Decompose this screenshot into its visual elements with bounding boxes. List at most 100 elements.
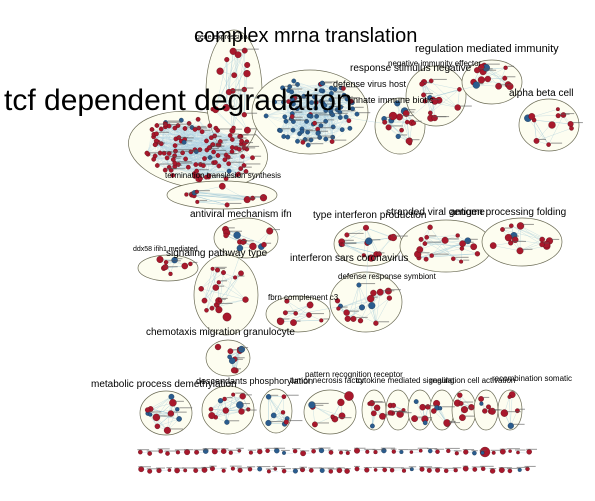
- cluster-gene-node: [309, 100, 314, 105]
- isolated-node-label: [524, 465, 536, 467]
- cluster-interferon-edge: [358, 284, 377, 324]
- cluster-gene-node-label: [295, 119, 308, 121]
- isolated-node-label: [247, 466, 256, 468]
- isolated-node-label: [427, 448, 438, 450]
- cluster-typeifn-node-label: [348, 232, 364, 234]
- cluster-innate-node: [382, 119, 388, 125]
- cluster-tumor-edge: [282, 396, 285, 413]
- cluster-tcf-node: [250, 155, 255, 161]
- cluster-gene-node-label: [299, 106, 306, 108]
- cluster-tcf-node-label: [241, 147, 256, 149]
- cluster-pattern-node: [337, 398, 345, 407]
- isolated-node: [281, 468, 287, 474]
- cluster-termination-node-label: [197, 190, 210, 192]
- cluster-stranded-edge: [421, 239, 462, 249]
- cluster-termination-edge: [197, 199, 248, 203]
- label-antiviral-mechanism-ifn: antiviral mechanism ifn: [190, 209, 292, 220]
- cluster-gene-node-label: [337, 87, 344, 89]
- isolated-node-label: [182, 467, 197, 469]
- cluster-descendants-node: [217, 398, 224, 404]
- isolated-node: [165, 451, 170, 456]
- cluster-cytokine-b-node: [396, 410, 404, 418]
- isolated-node-label: [174, 449, 186, 451]
- cluster-interferon-node: [370, 289, 377, 297]
- cluster-gene-node-label: [318, 114, 334, 116]
- cluster-negative-edge: [421, 83, 440, 101]
- cluster-stranded-node: [459, 240, 466, 248]
- cluster-descendants-edge: [226, 394, 234, 423]
- cluster-gene-edge: [325, 109, 338, 140]
- cluster-antigen-node-label: [512, 240, 526, 242]
- cluster-gene-edge: [288, 90, 303, 130]
- cluster-tcf-node-label: [213, 135, 222, 137]
- cluster-metabolic-node: [175, 407, 180, 412]
- cluster-typeifn-edge: [365, 227, 392, 238]
- cluster-recombination-a-node: [488, 407, 496, 415]
- cluster-interferon-edge: [347, 307, 363, 319]
- cluster-complex-node: [231, 72, 238, 79]
- cluster-tcf-node: [240, 154, 245, 159]
- cluster-innate-node: [399, 127, 404, 133]
- cluster-signaling-node-label: [217, 285, 225, 287]
- cluster-ddx58-node: [188, 261, 193, 267]
- isolated-node-label: [426, 467, 441, 469]
- cluster-gene-edge: [331, 102, 353, 142]
- isolated-node: [526, 449, 532, 455]
- cluster-gene-node: [354, 111, 360, 117]
- cluster-tumor-node: [270, 412, 277, 419]
- isolated-node-label: [363, 467, 372, 469]
- cluster-typeifn-edge: [378, 237, 392, 255]
- cluster-tcf-node-label: [177, 149, 192, 151]
- cluster-metabolic-edge: [150, 408, 171, 414]
- cluster-gene-node-label: [320, 130, 328, 132]
- isolated-node-label: [354, 447, 366, 449]
- isolated-node-label: [498, 467, 512, 469]
- cluster-antiviral-node: [223, 232, 229, 239]
- isolated-node-label: [137, 449, 150, 451]
- isolated-node-label: [526, 448, 537, 450]
- cluster-stranded-edge: [426, 235, 458, 238]
- isolated-node: [435, 449, 440, 454]
- cluster-regulation-edge: [476, 84, 499, 87]
- cluster-complex-node: [241, 47, 248, 54]
- isolated-node-label: [417, 447, 429, 449]
- label-cytokine-mediated-signaling: cytokine mediated signaling: [356, 376, 454, 385]
- cluster-tcf-edge: [200, 147, 245, 165]
- isolated-node: [382, 467, 388, 473]
- cluster-antigen-node-label: [544, 242, 550, 244]
- cluster-tcf-edge: [195, 128, 217, 165]
- cluster-gene-node-label: [327, 137, 335, 139]
- cluster-tcf-edge: [199, 149, 239, 175]
- cluster-metabolic-edge: [150, 413, 171, 415]
- cluster-gene-node: [329, 139, 335, 144]
- cluster-termination-node-label: [188, 192, 199, 194]
- cluster-antiviral-node: [240, 239, 246, 245]
- isolated-node: [419, 466, 425, 472]
- cluster-alpha-node: [569, 125, 574, 131]
- isolated-node-label: [220, 448, 229, 450]
- cluster-tcf-node: [223, 176, 229, 182]
- cluster-typeifn-edge: [365, 227, 380, 255]
- label-tcf-dependent-degradation: tcf dependent degradation: [4, 84, 353, 117]
- isolated-node-label: [164, 450, 177, 452]
- cluster-tcf-node: [173, 148, 178, 154]
- cluster-tcf-node-label: [192, 149, 202, 151]
- cluster-signaling-edge: [201, 272, 224, 289]
- cluster-tcf-node: [192, 127, 198, 132]
- label-stranded-viral-genome: stranded viral genome: [386, 207, 485, 218]
- label-regulation-mediated-immunity: regulation mediated immunity: [415, 43, 559, 55]
- cluster-antiviral-edge: [225, 229, 265, 245]
- cluster-regulation2-b-node: [459, 414, 466, 421]
- cluster-typeifn-edge: [341, 241, 372, 259]
- cluster-typeifn-edge: [342, 244, 372, 259]
- isolated-node: [454, 451, 459, 456]
- isolated-node-label: [443, 467, 456, 469]
- cluster-tcf-node: [158, 126, 164, 132]
- cluster-tcf-node: [199, 129, 205, 135]
- cluster-tcf-node: [172, 125, 178, 131]
- cluster-gene-node-label: [334, 139, 347, 141]
- cluster-tcf-edge: [159, 128, 176, 154]
- cluster-antigen-node: [539, 241, 545, 248]
- cluster-interferon-node-label: [348, 310, 359, 312]
- isolated-node-label: [452, 467, 462, 469]
